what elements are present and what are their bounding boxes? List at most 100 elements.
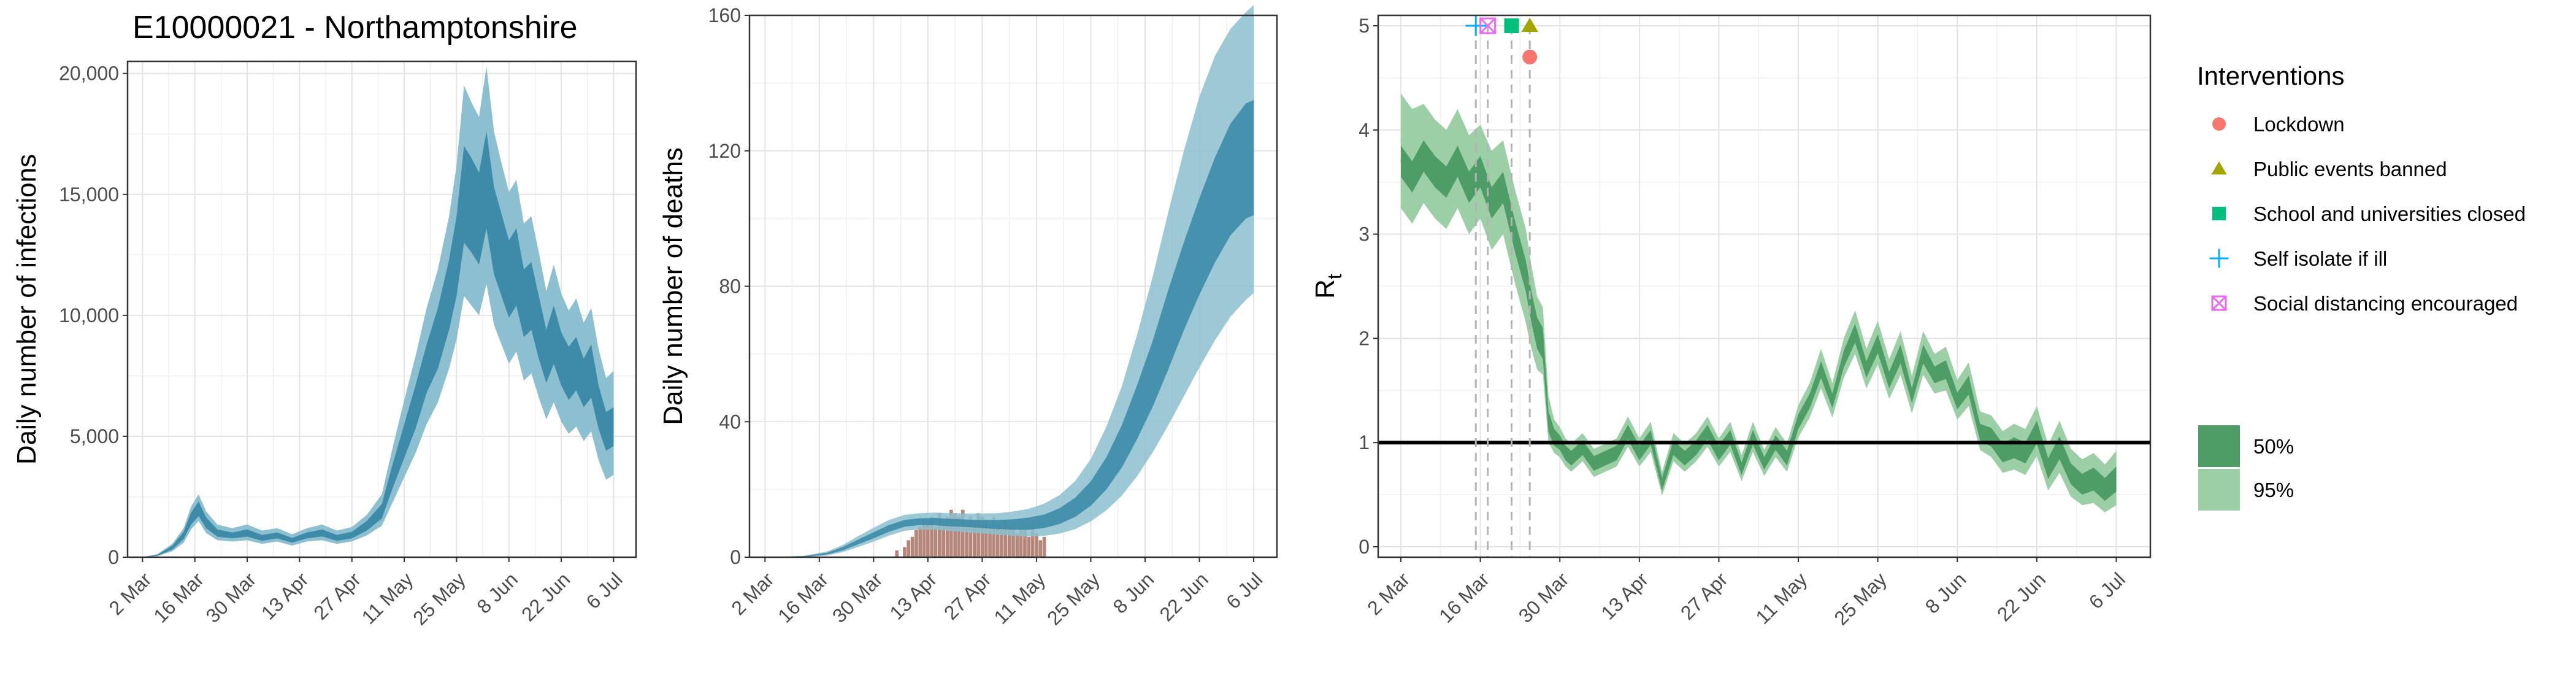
- deaths-x-tick-label: 22 Jun: [1155, 568, 1212, 625]
- observed-deaths-bar: [988, 527, 992, 557]
- rt-x-tick-label: 22 Jun: [1993, 568, 2050, 625]
- intervention-marker-triangle: [1521, 17, 1538, 33]
- observed-deaths-bar: [992, 516, 996, 557]
- rt-x-tick-label: 8 Jun: [1921, 568, 1971, 618]
- deaths-y-tick-label: 40: [719, 411, 741, 433]
- infections-x-tick-label: 2 Mar: [104, 568, 156, 620]
- observed-deaths-bar: [984, 520, 988, 557]
- observed-deaths-bar: [1023, 530, 1027, 557]
- legend-title: Interventions: [2197, 61, 2344, 90]
- infections-y-tick-label: 0: [108, 546, 119, 568]
- rt-y-tick-label: 0: [1359, 536, 1370, 558]
- observed-deaths-bar: [949, 509, 953, 557]
- deaths-y-tick-label: 0: [730, 546, 741, 568]
- deaths-panel-border: [748, 14, 1278, 558]
- deaths-x-tick-label: 2 Mar: [727, 568, 778, 620]
- legend-symbol-boxed-x: [2211, 295, 2227, 311]
- infections-y-tick-label: 5,000: [70, 425, 119, 447]
- legend-ci-label: 95%: [2253, 479, 2294, 501]
- rt-y-axis-title: Rt: [1310, 274, 1346, 299]
- observed-deaths-bar: [907, 540, 911, 557]
- legend-symbol-plus: [2209, 249, 2229, 268]
- observed-deaths-bar: [1030, 527, 1035, 557]
- deaths-y-tick-label: 80: [719, 276, 741, 298]
- legend-ci-swatch: [2198, 469, 2240, 511]
- observed-deaths-bar: [933, 527, 938, 557]
- observed-deaths-bar: [972, 520, 976, 557]
- deaths-x-tick-label: 25 May: [1043, 568, 1104, 630]
- rt-y-tick-label: 4: [1359, 119, 1370, 141]
- infections-x-tick-label: 22 Jun: [517, 568, 574, 625]
- rt-panel-border: [1377, 14, 2152, 558]
- observed-deaths-bar: [965, 523, 968, 557]
- rt-y-axis-title-main: R: [1310, 279, 1340, 299]
- legend-symbol-circle: [2212, 117, 2226, 131]
- observed-deaths-bar: [960, 509, 965, 557]
- observed-deaths-bar: [957, 516, 961, 557]
- observed-deaths-bar: [903, 547, 907, 557]
- infections-x-tick-label: 25 May: [408, 568, 470, 630]
- intervention-marker-boxed-x: [1479, 17, 1497, 34]
- deaths-ci50-band: [765, 100, 1254, 557]
- rt-x-tick-label: 6 Jul: [2085, 568, 2129, 613]
- rt-x-tick-label: 2 Mar: [1363, 568, 1414, 620]
- infections-x-tick-label: 30 Mar: [202, 568, 261, 627]
- observed-deaths-bar: [980, 516, 984, 557]
- deaths-x-tick-label: 8 Jun: [1109, 568, 1159, 618]
- legend-item-label: Public events banned: [2253, 158, 2447, 180]
- rt-x-tick-label: 30 Mar: [1514, 568, 1573, 627]
- legend-ci-swatch: [2198, 425, 2240, 467]
- legend-item-label: Lockdown: [2253, 113, 2345, 136]
- intervention-marker-square: [1504, 18, 1519, 33]
- legend-item-label: Social distancing encouraged: [2253, 292, 2518, 315]
- observed-deaths-bar: [1011, 523, 1015, 557]
- infections-ci95-band: [142, 66, 614, 557]
- observed-deaths-bar: [1000, 530, 1003, 557]
- infections-x-tick-label: 6 Jul: [582, 568, 627, 613]
- deaths-y-tick-label: 160: [708, 4, 741, 26]
- intervention-marker-circle: [1522, 49, 1538, 64]
- infections-ci50-band: [142, 131, 614, 558]
- observed-deaths-bar: [976, 513, 980, 557]
- observed-deaths-bar: [930, 516, 934, 557]
- infections-y-tick-label: 15,000: [59, 183, 119, 206]
- observed-deaths-bar: [895, 550, 899, 557]
- observed-deaths-bar: [1019, 527, 1023, 557]
- observed-deaths-bar: [968, 516, 973, 557]
- deaths-x-tick-label: 13 Apr: [885, 568, 941, 624]
- observed-deaths-bar: [1015, 533, 1019, 557]
- observed-deaths-bar: [910, 536, 914, 557]
- observed-deaths-bar: [941, 520, 946, 557]
- rt-x-tick-label: 13 Apr: [1597, 568, 1652, 624]
- infections-x-tick-label: 8 Jun: [472, 568, 522, 618]
- infections-x-tick-label: 16 Mar: [149, 568, 208, 627]
- rt-x-tick-label: 25 May: [1830, 568, 1891, 630]
- rt-panel: 2 Mar 16 Mar 30 Mar 13 Apr 27 Apr 11 May 25 Ma…: [1310, 14, 2152, 630]
- intervention-marker-plus: [1465, 15, 1487, 36]
- rt-x-tick-label: 27 Apr: [1676, 568, 1732, 624]
- observed-deaths-bar: [995, 523, 1000, 557]
- observed-deaths-bar: [1042, 536, 1046, 557]
- observed-deaths-bar: [953, 513, 957, 557]
- infections-y-axis-title: Daily number of infections: [12, 154, 42, 465]
- infections-x-tick-label: 27 Apr: [309, 568, 365, 624]
- infections-y-tick-label: 20,000: [59, 63, 119, 85]
- observed-deaths-bar: [1035, 533, 1038, 557]
- observed-deaths-bar: [1003, 520, 1008, 557]
- rt-x-tick-label: 11 May: [1751, 568, 1811, 628]
- observed-deaths-bar: [938, 513, 941, 557]
- observed-deaths-bar: [1027, 536, 1031, 557]
- deaths-x-tick-label: 16 Mar: [773, 568, 832, 627]
- rt-ci95-band: [1401, 93, 2117, 512]
- deaths-x-tick-label: 6 Jul: [1222, 568, 1267, 613]
- observed-deaths-bar: [1038, 540, 1043, 557]
- observed-deaths-bar: [922, 520, 926, 557]
- infections-panel-border: [126, 60, 637, 558]
- legend-item-label: Self isolate if ill: [2253, 247, 2387, 270]
- rt-x-tick-label: 16 Mar: [1435, 568, 1493, 627]
- chart-title: E10000021 - Northamptonshire: [132, 10, 578, 45]
- observed-deaths-bar: [945, 516, 949, 557]
- rt-y-axis-title-subscript: t: [1324, 274, 1346, 279]
- deaths-y-tick-label: 120: [708, 140, 741, 162]
- rt-y-tick-label: 1: [1359, 431, 1370, 453]
